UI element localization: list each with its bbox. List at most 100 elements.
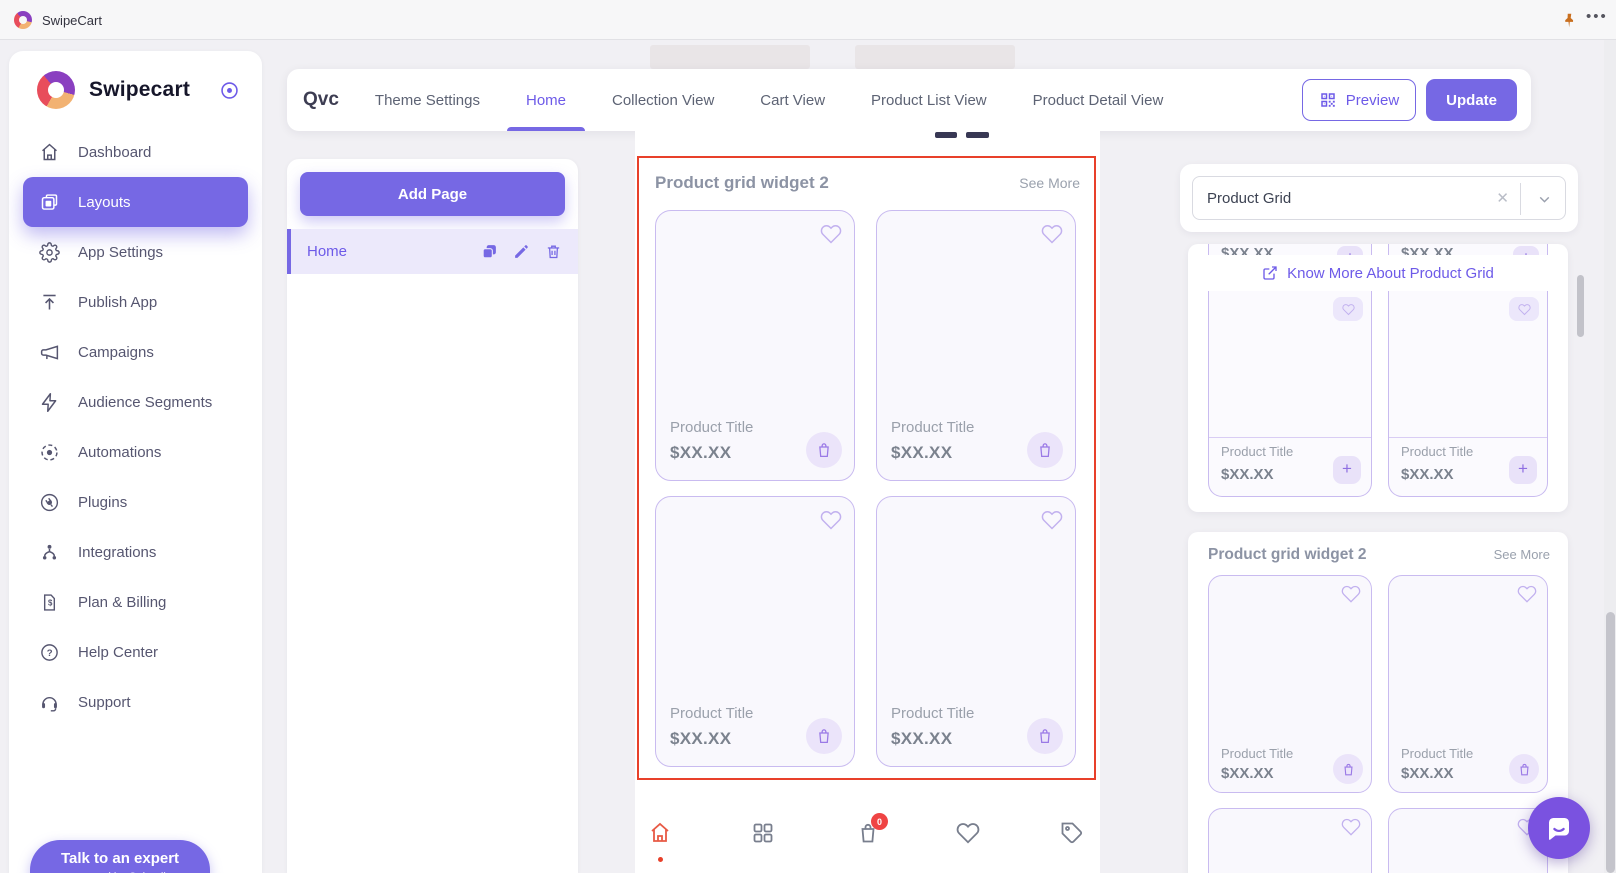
sidebar-item-label: Support xyxy=(78,693,131,711)
see-more-link[interactable]: See More xyxy=(1019,175,1080,191)
sidebar-item-dashboard[interactable]: Dashboard xyxy=(23,127,248,177)
card-divider xyxy=(1389,437,1547,438)
clear-selection-icon[interactable]: ✕ xyxy=(1496,190,1509,207)
preview-product-card[interactable]: Product Title $XX.XX + xyxy=(1388,291,1548,497)
sidebar-item-publish-app[interactable]: Publish App xyxy=(23,277,248,327)
delete-page-icon[interactable] xyxy=(545,243,562,260)
widget-library-panel: Product grid widget 2 See More Product T… xyxy=(1188,532,1568,873)
chat-launcher-button[interactable] xyxy=(1528,797,1590,859)
sidebar-item-plan-billing[interactable]: $ Plan & Billing xyxy=(23,577,248,627)
product-card[interactable]: Product Title $XX.XX xyxy=(655,210,855,481)
ellipsis-menu-icon[interactable]: ••• xyxy=(1586,8,1608,25)
sidebar-item-help-center[interactable]: ? Help Center xyxy=(23,627,248,677)
billing-icon: $ xyxy=(43,593,56,611)
tab-home[interactable]: Home xyxy=(526,69,566,131)
swipecart-logo xyxy=(37,71,75,109)
nav-deals-icon[interactable] xyxy=(1060,821,1084,845)
external-link-icon xyxy=(1263,266,1277,280)
add-product-icon[interactable]: + xyxy=(1509,456,1537,484)
home-icon xyxy=(42,143,57,160)
product-price: $XX.XX xyxy=(1401,466,1454,483)
nav-wishlist-icon[interactable] xyxy=(956,821,980,845)
edit-page-icon[interactable] xyxy=(513,243,530,260)
sidebar-item-audience-segments[interactable]: Audience Segments xyxy=(23,377,248,427)
sidebar-item-campaigns[interactable]: Campaigns xyxy=(23,327,248,377)
tab-theme-settings[interactable]: Theme Settings xyxy=(374,91,480,109)
tab-cart-view[interactable]: Cart View xyxy=(760,91,826,109)
product-card[interactable]: Product Title $XX.XX xyxy=(876,496,1076,767)
sidebar-nav: Dashboard Layouts App Settings xyxy=(9,123,262,727)
know-more-label: Know More About Product Grid xyxy=(1287,264,1494,282)
headset-icon xyxy=(42,696,57,712)
chevron-down-icon[interactable] xyxy=(1536,191,1553,208)
brand-name: Swipecart xyxy=(89,78,191,101)
product-title: Product Title xyxy=(1401,444,1474,459)
product-price: $XX.XX xyxy=(670,443,732,462)
page-row-home[interactable]: Home xyxy=(287,229,578,274)
product-title: Product Title xyxy=(1221,746,1294,761)
widget-selection-outline xyxy=(637,156,1096,780)
product-grid-widget[interactable]: Product Title $XX.XX Product Title $XX.X… xyxy=(655,210,1080,767)
sidebar-item-integrations[interactable]: Integrations xyxy=(23,527,248,577)
widget-preview-panel: $XX.XX + $XX.XX + Know More About Produc… xyxy=(1188,244,1568,512)
pin-icon[interactable] xyxy=(1561,11,1578,30)
preview-product-card[interactable]: Product Title $XX.XX + xyxy=(1208,291,1372,497)
product-card[interactable]: Product Title $XX.XX xyxy=(1388,808,1548,873)
sidebar-item-label: Audience Segments xyxy=(78,393,213,411)
product-card[interactable]: Product Title $XX.XX xyxy=(655,496,855,767)
talk-to-expert-button[interactable]: Talk to an expert powered by Calendly xyxy=(30,840,210,873)
see-more-link[interactable]: See More xyxy=(1493,547,1550,562)
sidebar-item-layouts[interactable]: Layouts xyxy=(23,177,248,227)
window-title: SwipeCart xyxy=(42,13,102,28)
gear-icon xyxy=(39,241,60,263)
tab-product-detail-view[interactable]: Product Detail View xyxy=(1032,91,1164,109)
window-scrollbar-thumb[interactable] xyxy=(1606,612,1615,873)
add-to-bag-icon[interactable] xyxy=(806,718,842,754)
scrolled-card-fragment: $XX.XX + xyxy=(1208,244,1372,256)
add-to-bag-icon[interactable] xyxy=(1333,754,1363,784)
nav-home-icon[interactable] xyxy=(648,821,672,845)
pages-panel: Add Page Home xyxy=(287,159,578,873)
add-page-button[interactable]: Add Page xyxy=(300,172,565,216)
widget-type-card: Product Grid ✕ xyxy=(1180,164,1578,232)
product-card[interactable]: Product Title $XX.XX xyxy=(876,210,1076,481)
select-divider xyxy=(1520,183,1521,215)
add-to-bag-icon[interactable] xyxy=(1027,718,1063,754)
preview-button[interactable]: Preview xyxy=(1301,79,1417,121)
add-product-icon[interactable]: + xyxy=(1333,456,1361,484)
sidebar-item-plugins[interactable]: Plugins xyxy=(23,477,248,527)
duplicate-page-icon[interactable] xyxy=(481,243,498,260)
active-nav-dot xyxy=(658,857,663,862)
product-price: $XX.XX xyxy=(1221,765,1274,782)
sidebar-item-app-settings[interactable]: App Settings xyxy=(23,227,248,277)
swipecart-favicon xyxy=(14,11,32,29)
product-card[interactable]: Product Title $XX.XX xyxy=(1388,575,1548,793)
wishlist-heart-icon xyxy=(1041,511,1063,530)
tab-product-list-view[interactable]: Product List View xyxy=(871,91,987,109)
widget-type-select[interactable]: Product Grid ✕ xyxy=(1192,176,1566,220)
wishlist-heart-icon xyxy=(1333,297,1363,321)
phone-bottom-nav: 0 xyxy=(635,803,1100,873)
preview-label: Preview xyxy=(1345,91,1400,109)
chat-bubble-icon xyxy=(1548,818,1569,840)
add-to-bag-icon[interactable] xyxy=(1027,432,1063,468)
update-button[interactable]: Update xyxy=(1426,79,1517,121)
product-price: $XX.XX xyxy=(891,729,953,748)
sidebar-toggle-icon[interactable] xyxy=(219,80,240,101)
help-icon: ? xyxy=(41,643,58,661)
sidebar-item-automations[interactable]: Automations xyxy=(23,427,248,477)
nav-cart-icon[interactable] xyxy=(856,821,880,845)
sidebar-item-label: App Settings xyxy=(78,243,164,261)
tab-collection-view[interactable]: Collection View xyxy=(612,91,715,109)
sidebar-item-label: Plugins xyxy=(78,493,128,511)
know-more-link[interactable]: Know More About Product Grid xyxy=(1188,255,1568,291)
inspector-scrollbar-thumb[interactable] xyxy=(1577,275,1584,337)
sidebar-item-support[interactable]: Support xyxy=(23,677,248,727)
add-to-bag-icon[interactable] xyxy=(1509,754,1539,784)
add-to-bag-icon[interactable] xyxy=(806,432,842,468)
nav-categories-icon[interactable] xyxy=(751,821,775,845)
sidebar-item-label: Plan & Billing xyxy=(78,593,167,611)
product-card[interactable]: Product Title $XX.XX xyxy=(1208,808,1372,873)
qr-code-icon xyxy=(1321,93,1335,107)
product-card[interactable]: Product Title $XX.XX xyxy=(1208,575,1372,793)
